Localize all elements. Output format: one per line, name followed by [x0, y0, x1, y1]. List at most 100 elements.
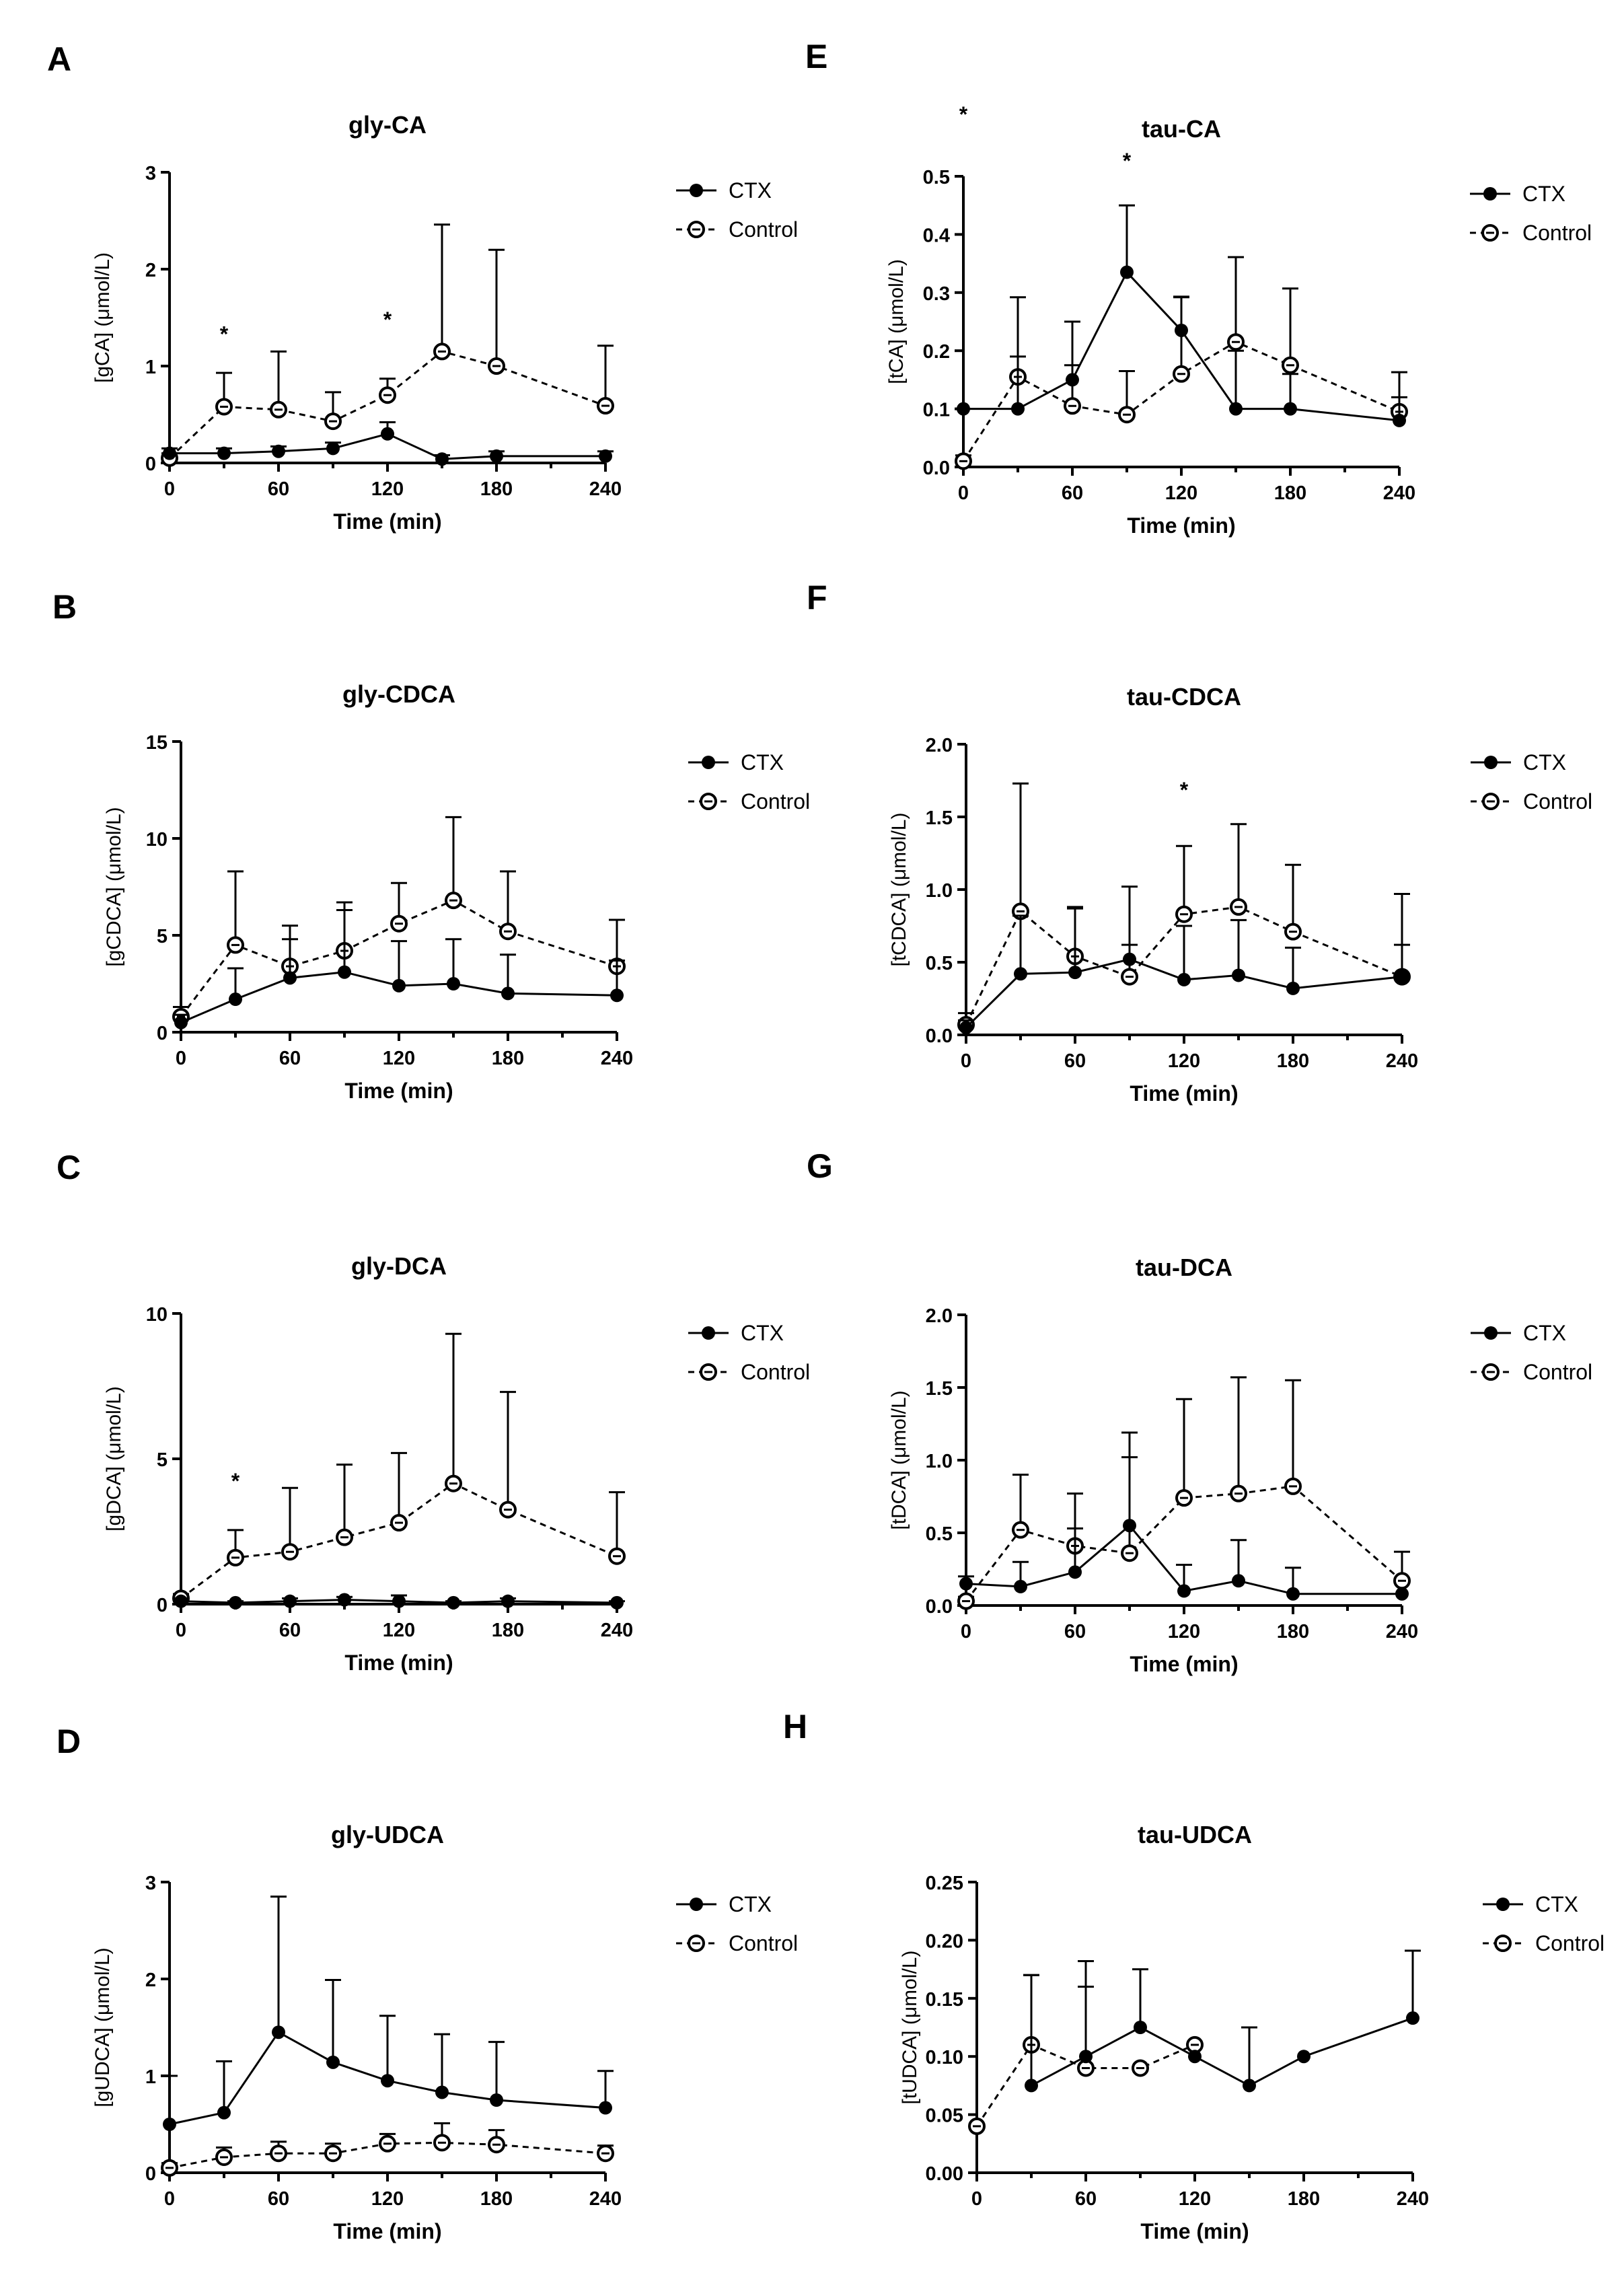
legend-label: Control [1523, 789, 1592, 814]
data-point [1395, 1587, 1409, 1601]
data-point [1395, 970, 1409, 984]
x-tick-label: 60 [1062, 482, 1083, 504]
x-tick-label: 180 [1277, 1050, 1309, 1072]
legend-label: Control [729, 217, 798, 242]
data-point [501, 1594, 515, 1608]
data-point [610, 988, 624, 1003]
y-tick-label: 0.3 [923, 283, 950, 305]
series-line [169, 2141, 606, 2169]
data-point [1297, 2050, 1311, 2064]
legend: CTX Control [1471, 750, 1592, 814]
y-axis-label: [gCA] (μmol/L) [91, 252, 114, 383]
data-point [959, 1577, 973, 1591]
x-tick-label: 180 [492, 1620, 524, 1641]
data-point [381, 2074, 394, 2088]
series-control [957, 782, 1411, 1034]
legend: CTX Control [1471, 1321, 1592, 1384]
x-tick-label: 240 [589, 478, 622, 500]
y-tick-label: 0.20 [926, 1931, 963, 1952]
y-tick-label: 0 [157, 1595, 168, 1616]
data-point [392, 978, 406, 993]
series-control [161, 2122, 614, 2177]
x-tick-label: 0 [164, 2188, 175, 2210]
panel-letter: H [783, 1708, 807, 1745]
legend-label: CTX [741, 1321, 784, 1345]
chart-title: tau-CDCA [1127, 683, 1241, 711]
y-tick-label: 0.0 [926, 1025, 953, 1047]
data-point [174, 1015, 188, 1030]
data-point [272, 444, 285, 458]
series-line [168, 350, 606, 459]
legend: CTX Control [1483, 1892, 1604, 1955]
x-tick-label: 180 [1277, 1621, 1309, 1643]
y-tick-label: 0.10 [926, 2047, 963, 2068]
series-ctx [1023, 1949, 1421, 2093]
x-tick-label: 0 [958, 482, 969, 504]
y-axis-label: [gUDCA] (μmol/L) [91, 1947, 114, 2107]
series-line [963, 270, 1400, 422]
y-tick-label: 1.0 [926, 880, 953, 902]
series-line [975, 2044, 1195, 2127]
legend: CTX Control [688, 1321, 810, 1384]
data-point [959, 1021, 973, 1035]
data-point [435, 2085, 449, 2099]
series-ctx [161, 421, 614, 466]
legend-label: Control [1535, 1931, 1604, 1955]
legend-marker [690, 184, 703, 197]
data-point [1229, 402, 1243, 416]
panel-letter: C [57, 1149, 81, 1186]
y-axis-label: [tDCA] (μmol/L) [888, 1390, 910, 1529]
data-point [1177, 1584, 1191, 1598]
x-tick-label: 180 [492, 1048, 524, 1069]
y-tick-label: 0.00 [926, 2163, 963, 2185]
chart-title: tau-CA [1142, 115, 1221, 143]
y-tick-label: 5 [157, 926, 168, 947]
y-tick-label: 1 [145, 357, 156, 378]
x-tick-label: 60 [279, 1620, 301, 1641]
y-tick-label: 2.0 [926, 1305, 953, 1327]
x-tick-label: 60 [1075, 2188, 1097, 2210]
data-point [610, 1595, 624, 1610]
data-point [217, 446, 231, 460]
y-tick-label: 5 [157, 1449, 168, 1471]
series-ctx [173, 909, 625, 1030]
data-point [326, 441, 340, 456]
y-tick-label: 10 [146, 1304, 168, 1326]
data-point [174, 1594, 188, 1608]
data-point [229, 1595, 242, 1610]
y-tick-label: 2.0 [926, 735, 953, 756]
panel-letter: G [807, 1147, 833, 1185]
data-point [283, 1594, 297, 1608]
y-tick-label: 0 [145, 454, 156, 475]
x-tick-label: 0 [961, 1050, 971, 1072]
data-point [1014, 1579, 1027, 1593]
legend-marker [1496, 1898, 1510, 1911]
y-tick-label: 0 [145, 2163, 156, 2185]
data-point [1286, 1587, 1300, 1601]
data-point [1066, 373, 1079, 387]
y-tick-label: 2 [145, 260, 156, 281]
panel-letter: B [52, 588, 77, 626]
legend-label: Control [741, 1360, 810, 1384]
y-tick-label: 0.5 [926, 953, 953, 974]
x-tick-label: 120 [1179, 2188, 1211, 2210]
y-tick-label: 0.0 [926, 1596, 953, 1618]
legend: CTX Control [1470, 182, 1592, 245]
legend-marker [702, 756, 715, 769]
data-point [599, 449, 612, 463]
y-axis-label: [gCDCA] (μmol/L) [103, 807, 125, 966]
series-ctx [958, 1456, 1409, 1601]
series-line [965, 906, 1403, 1025]
x-tick-label: 120 [1168, 1621, 1200, 1643]
chart-title: gly-UDCA [331, 1821, 444, 1848]
legend: CTX Control [676, 1892, 798, 1955]
legend-label: Control [741, 789, 810, 814]
data-point [490, 2093, 503, 2107]
legend-label: Control [1522, 221, 1592, 245]
x-tick-label: 0 [971, 2188, 982, 2210]
y-tick-label: 1.0 [926, 1451, 953, 1472]
